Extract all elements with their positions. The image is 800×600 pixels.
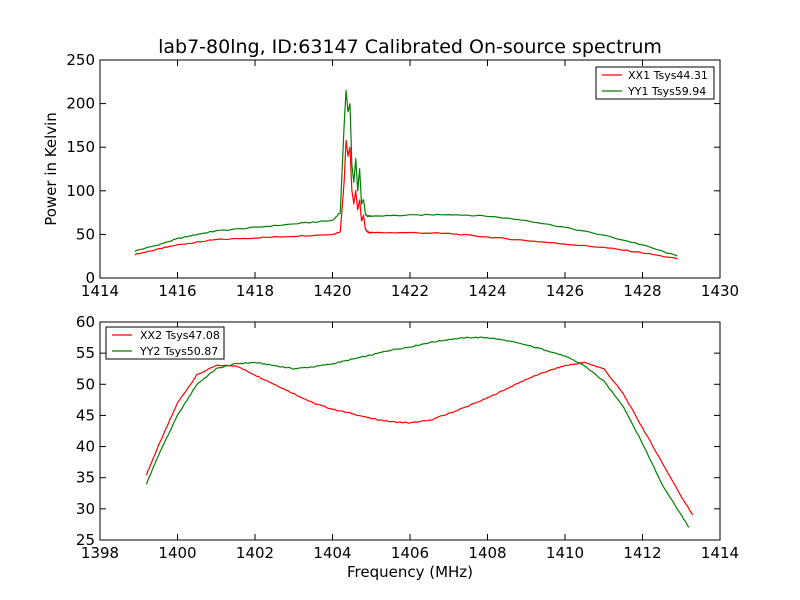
top-y-axis-label: Power in Kelvin [42,112,60,226]
top-series-line-2 [134,89,678,257]
bottom-legend: XX2 Tsys47.08 YY2 Tsys50.87 [105,326,225,360]
top-y-tick-label: 50 [76,225,95,243]
bottom-x-tick-label: 1402 [236,544,274,562]
bottom-legend-label-xx2: XX2 Tsys47.08 [140,329,220,342]
bottom-x-tick-label: 1414 [701,544,739,562]
top-x-tick-label: 1426 [546,282,584,300]
bottom-series-line-1 [145,361,694,516]
bottom-y-tick-label: 40 [76,438,95,456]
top-y-tick-label: 0 [85,269,95,287]
bottom-legend-label-yy2: YY2 Tsys50.87 [139,345,218,358]
top-x-tick-label: 1418 [236,282,274,300]
top-legend-label-xx1: XX1 Tsys44.31 [628,69,708,82]
bottom-y-tick-label: 60 [76,313,95,331]
bottom-y-tick-label: 35 [76,469,95,487]
top-plot-ticks: 1414 1416 1418 1420 1422 1424 1426 1428 1430 0 50 1… [66,51,739,300]
bottom-legend-box [105,326,225,360]
top-x-tick-label: 1428 [623,282,661,300]
bottom-x-tick-label: 1408 [468,544,506,562]
bottom-x-tick-label: 1410 [546,544,584,562]
bottom-series-line-2 [145,336,690,528]
top-legend-box [595,66,715,100]
top-y-tick-label: 100 [66,182,95,200]
top-series-line-1 [134,139,678,260]
top-y-tick-label: 250 [66,51,95,69]
top-legend: XX1 Tsys44.31 YY1 Tsys59.94 [595,66,715,100]
bottom-x-tick-label: 1400 [158,544,196,562]
top-x-tick-label: 1430 [701,282,739,300]
top-y-tick-label: 150 [66,138,95,156]
top-legend-label-yy1: YY1 Tsys59.94 [627,85,706,98]
top-x-tick-label: 1414 [81,282,119,300]
top-x-tick-label: 1420 [313,282,351,300]
top-y-tick-label: 200 [66,95,95,113]
bottom-x-tick-label: 1412 [623,544,661,562]
top-x-tick-label: 1422 [391,282,429,300]
bottom-y-tick-label: 50 [76,375,95,393]
bottom-x-tick-label: 1404 [313,544,351,562]
bottom-x-tick-label: 1406 [391,544,429,562]
bottom-y-tick-label: 30 [76,500,95,518]
top-x-tick-label: 1424 [468,282,506,300]
top-x-tick-label: 1416 [158,282,196,300]
bottom-x-axis-label: Frequency (MHz) [347,563,473,581]
bottom-x-tick-label: 1398 [81,544,119,562]
bottom-plot-series [145,336,694,528]
bottom-y-tick-label: 25 [76,531,95,549]
top-plot-series [134,89,678,260]
bottom-plot: 1398 1400 1402 1404 1406 1408 1410 1412 1414 25 30… [76,313,739,581]
top-plot: 1414 1416 1418 1420 1422 1424 1426 1428 1430 0 50 1… [42,51,739,300]
chart-title: lab7-80lng, ID:63147 Calibrated On-sourc… [158,36,662,58]
bottom-y-tick-label: 45 [76,406,95,424]
bottom-plot-ticks: 1398 1400 1402 1404 1406 1408 1410 1412 1414 25 30… [76,313,739,562]
bottom-y-tick-label: 55 [76,344,95,362]
